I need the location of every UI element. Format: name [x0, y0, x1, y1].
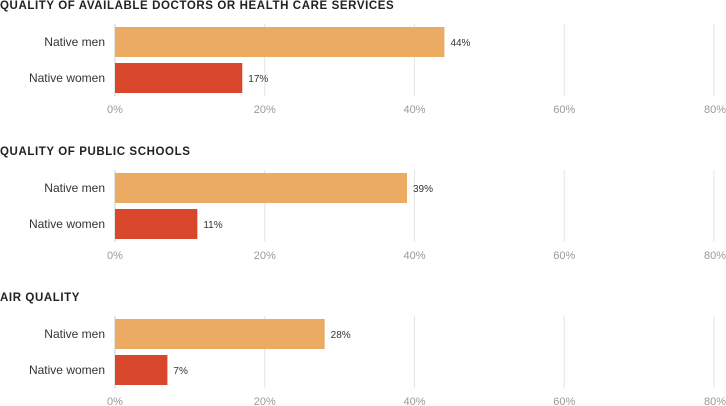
chart-title: AIR QUALITY	[0, 292, 80, 304]
bar-native-men	[115, 173, 408, 203]
bar-native-men	[115, 27, 445, 57]
x-tick-label: 0%	[107, 250, 123, 262]
chart-panel-3: AIR QUALITY Native men 28% Native women 7% 0%…	[0, 292, 726, 406]
chart-title: QUALITY OF PUBLIC SCHOOLS	[0, 146, 191, 158]
x-tick-label: 0%	[107, 396, 123, 406]
x-tick-label: 40%	[403, 250, 425, 262]
category-label: Native men	[44, 181, 105, 195]
x-tick-label: 60%	[553, 396, 575, 406]
category-label: Native women	[29, 71, 105, 85]
x-tick-label: 80%	[704, 250, 726, 262]
value-label: 7%	[173, 366, 188, 377]
value-label: 39%	[413, 184, 433, 195]
value-label: 17%	[248, 74, 268, 85]
x-tick-label: 20%	[254, 104, 276, 116]
bar-native-women	[115, 209, 198, 239]
x-tick-label: 20%	[254, 250, 276, 262]
chart-panel-2: QUALITY OF PUBLIC SCHOOLS Native men 39% Na…	[0, 146, 726, 262]
x-tick-label: 60%	[553, 104, 575, 116]
x-tick-label: 0%	[107, 104, 123, 116]
bar-native-men	[115, 319, 325, 349]
x-tick-label: 80%	[704, 104, 726, 116]
x-tick-label: 80%	[704, 396, 726, 406]
chart-panel-1: QUALITY OF AVAILABLE DOCTORS OR HEALTH C…	[0, 0, 726, 116]
category-label: Native women	[29, 363, 105, 377]
x-tick-label: 40%	[403, 396, 425, 406]
category-label: Native men	[44, 327, 105, 341]
chart-title: QUALITY OF AVAILABLE DOCTORS OR HEALTH C…	[0, 0, 394, 12]
bar-native-women	[115, 355, 168, 385]
x-tick-label: 40%	[403, 104, 425, 116]
value-label: 28%	[331, 330, 351, 341]
bar-native-women	[115, 63, 243, 93]
value-label: 11%	[203, 220, 222, 231]
category-label: Native women	[29, 217, 105, 231]
category-label: Native men	[44, 35, 105, 49]
value-label: 44%	[450, 38, 470, 49]
x-tick-label: 20%	[254, 396, 276, 406]
x-tick-label: 60%	[553, 250, 575, 262]
